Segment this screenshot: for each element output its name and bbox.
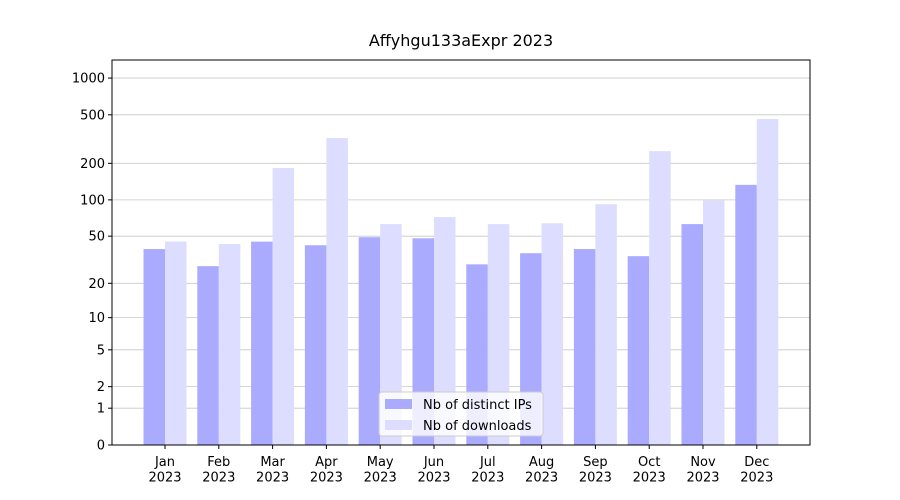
bar (541, 223, 564, 445)
axes: 0 1 2 5 10 20 50 100 200 500 1000 Jan 2023 Feb 2023 Mar… (72, 72, 773, 486)
x-tick-label: Jul 2023 (471, 455, 504, 486)
bar (735, 184, 757, 446)
legend-label: Nb of distinct IPs (423, 398, 532, 413)
x-tick-label: Oct 2023 (633, 455, 666, 486)
bar (326, 137, 348, 445)
bar (197, 266, 219, 445)
chart-title: Affyhgu133aExpr 2023 (369, 31, 553, 50)
legend-swatch (385, 420, 412, 430)
bar (143, 249, 165, 445)
x-tick-label: Nov 2023 (686, 455, 719, 486)
x-tick-label: Sep 2023 (579, 455, 612, 486)
x-tick-label: Jun 2023 (417, 455, 450, 486)
bar (380, 224, 402, 445)
bar (272, 168, 295, 445)
bar (573, 249, 596, 445)
y-tick-label: 20 (88, 277, 105, 292)
legend-swatch (385, 399, 412, 409)
y-tick-label: 10 (88, 311, 105, 326)
bar (304, 245, 327, 445)
x-tick-label: May 2023 (364, 455, 397, 486)
bar (434, 217, 456, 445)
x-tick-label: Jan 2023 (148, 455, 181, 486)
y-tick-label: 1000 (72, 72, 105, 87)
x-tick-label: Feb 2023 (202, 455, 235, 486)
y-tick-label: 200 (80, 157, 105, 172)
bar (165, 241, 187, 445)
bar (627, 256, 650, 445)
legend: Nb of distinct IPs Nb of downloads (378, 391, 544, 437)
bar (681, 224, 703, 445)
x-tick-label: Apr 2023 (310, 455, 343, 486)
legend-box (378, 391, 544, 437)
y-tick-label: 1 (97, 402, 105, 417)
bar (251, 241, 273, 445)
bar (218, 244, 241, 445)
x-tick-label: Mar 2023 (256, 455, 289, 486)
y-tick-label: 50 (88, 230, 105, 245)
x-tick-label: Dec 2023 (740, 455, 773, 486)
plot-frame (111, 59, 811, 446)
bar (756, 118, 779, 445)
bar (358, 237, 381, 445)
y-tick-label: 5 (97, 343, 105, 358)
bar (649, 151, 671, 445)
bar (487, 224, 510, 445)
y-tick-label: 500 (80, 108, 105, 123)
y-tick-label: 0 (97, 439, 105, 454)
legend-label: Nb of downloads (423, 419, 532, 434)
x-tick-label: Aug 2023 (525, 455, 558, 486)
y-tick-label: 100 (80, 193, 105, 208)
y-tick-label: 2 (97, 380, 105, 395)
bar (703, 200, 725, 445)
bar (595, 204, 617, 445)
